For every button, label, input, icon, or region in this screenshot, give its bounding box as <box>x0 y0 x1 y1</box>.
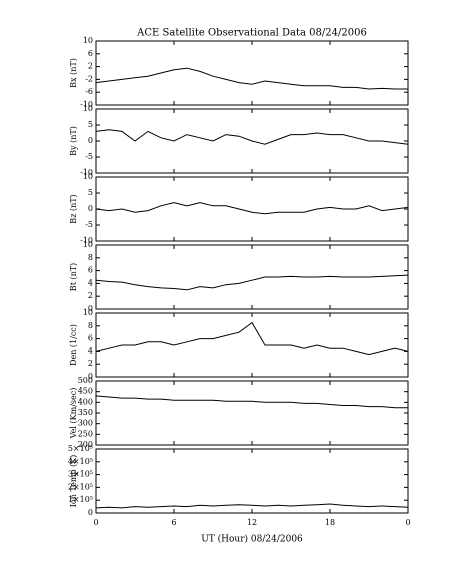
y-tick-label: 3×10⁵ <box>68 470 93 479</box>
y-tick-label: -10 <box>80 168 93 177</box>
x-tick-label: 6 <box>171 518 176 527</box>
x-tick-label: 12 <box>247 518 257 527</box>
y-tick-label: 500 <box>78 376 93 385</box>
y-axis-label: Vel (Km/sec) <box>69 388 78 440</box>
y-tick-label: 1×10⁵ <box>68 495 93 504</box>
y-tick-label: 2 <box>88 62 93 71</box>
data-line <box>95 129 409 145</box>
y-tick-label: 5×10⁵ <box>68 444 93 453</box>
y-tick-label: 4 <box>88 278 93 287</box>
y-tick-label: 5 <box>88 120 93 129</box>
y-tick-label: 350 <box>78 408 93 417</box>
x-tick-label: 18 <box>325 518 335 527</box>
y-tick-label: 250 <box>78 429 93 438</box>
x-tick-label: 0 <box>93 518 98 527</box>
y-tick-label: 10 <box>83 104 93 113</box>
y-tick-label: 10 <box>83 36 93 45</box>
y-tick-label: 4 <box>88 346 93 355</box>
panel-frame <box>95 40 409 106</box>
y-tick-label: 6 <box>88 266 93 275</box>
y-tick-label: 5 <box>88 188 93 197</box>
y-tick-label: 10 <box>83 172 93 181</box>
y-tick-label: 0 <box>88 372 93 381</box>
y-tick-label: -6 <box>85 87 93 96</box>
y-tick-label: 0 <box>88 508 93 517</box>
y-axis-label: Bx (nT) <box>69 58 78 88</box>
y-axis-label: Bz (nT) <box>69 194 78 223</box>
y-tick-label: 4×10⁵ <box>68 457 93 466</box>
y-tick-label: 300 <box>78 419 93 428</box>
y-tick-label: 0 <box>88 136 93 145</box>
data-line <box>95 321 409 356</box>
y-tick-label: -10 <box>80 236 93 245</box>
data-line <box>95 202 409 215</box>
data-line <box>95 395 408 409</box>
y-tick-label: 0 <box>88 304 93 313</box>
y-tick-label: -5 <box>85 152 93 161</box>
y-axis-label: By (nT) <box>69 126 78 156</box>
chart-title: ACE Satellite Observational Data 08/24/2… <box>136 28 367 39</box>
data-line <box>95 274 409 291</box>
y-tick-label: 2 <box>88 291 93 300</box>
y-axis-label: Ion Temp (K) <box>69 455 78 508</box>
y-tick-label: 200 <box>78 440 93 449</box>
y-tick-label: 450 <box>78 387 93 396</box>
y-tick-label: -5 <box>85 220 93 229</box>
y-axis-label: Bt (nT) <box>69 263 78 291</box>
y-tick-label: -10 <box>80 100 93 109</box>
panel-frame <box>95 176 409 242</box>
y-tick-label: 10 <box>83 240 93 249</box>
data-line <box>95 503 409 509</box>
panel-frame <box>95 448 409 514</box>
y-tick-label: 0 <box>88 204 93 213</box>
y-tick-label: -2 <box>85 74 93 83</box>
y-tick-label: 10 <box>83 308 93 317</box>
panel-frame <box>95 380 409 446</box>
y-tick-label: 8 <box>88 253 93 262</box>
x-tick-label: 0 <box>405 518 410 527</box>
x-axis-label: UT (Hour) 08/24/2006 <box>201 534 303 545</box>
y-tick-label: 2×10⁵ <box>68 482 93 491</box>
y-tick-label: 6 <box>88 49 93 58</box>
data-line <box>95 67 408 90</box>
y-tick-label: 6 <box>88 334 93 343</box>
y-tick-label: 8 <box>88 321 93 330</box>
y-tick-label: 400 <box>78 397 93 406</box>
y-tick-label: 2 <box>88 359 93 368</box>
y-axis-label: Den (1/cc) <box>69 324 78 366</box>
